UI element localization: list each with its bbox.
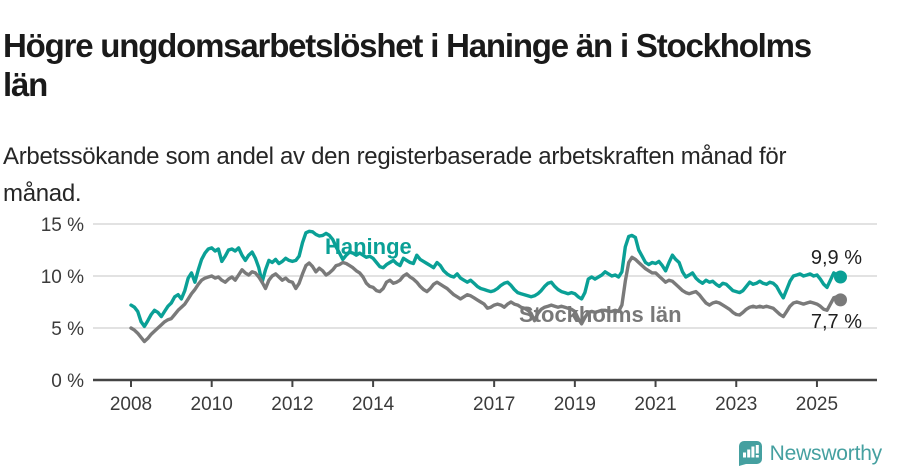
haninge-end-value-label: 9,9 % <box>811 247 862 269</box>
title-line-2: län <box>3 66 48 104</box>
newsworthy-logo-text: Newsworthy <box>769 442 883 465</box>
stockholms-lan-end-value-label: 7,7 % <box>811 311 862 333</box>
stockholms-lan-line <box>129 255 843 344</box>
haninge-line <box>129 229 843 329</box>
subtitle-line-2: månad. <box>3 180 82 207</box>
title-line-1: Högre ungdomsarbetslöshet i Haninge än i… <box>3 27 812 65</box>
bar-chart-speech-bubble-icon <box>738 441 762 466</box>
x-tick-label-2023: 2023 <box>715 394 757 415</box>
stockholms-lan-series-label: Stockholms län <box>519 302 682 327</box>
y-tick-label-0: 0 % <box>51 371 84 392</box>
page-title: Högre ungdomsarbetslöshet i Haninge än i… <box>3 26 897 104</box>
y-axis-labels: 15 % 10 % 5 % 0 % <box>41 215 84 392</box>
haninge-series-label: Haninge <box>325 234 412 259</box>
haninge-end-dot <box>834 270 847 284</box>
x-tick-label-2014: 2014 <box>352 394 395 415</box>
y-tick-label-5: 5 % <box>51 319 84 340</box>
x-tick-label-2025: 2025 <box>796 394 838 415</box>
stockholms-lan-end-dot <box>834 293 847 307</box>
gridlines <box>93 223 877 329</box>
chart-subtitle: Arbetssökande som andel av den registerb… <box>3 138 897 212</box>
series-lines <box>129 229 847 344</box>
x-tick-label-2012: 2012 <box>271 394 313 415</box>
unemployment-line-chart: 15 %10 %5 %0 % 2008 2010 2012 2014 2017 2019 2… <box>41 215 877 415</box>
x-tick-label-2017: 2017 <box>473 394 515 415</box>
subtitle-line-1: Arbetssökande som andel av den registerb… <box>3 143 787 170</box>
x-axis-ticks <box>130 380 818 387</box>
y-tick-label-15: 15 % <box>41 215 84 236</box>
x-axis-labels: 2008 2010 2012 2014 2017 2019 2021 2023 2025 <box>110 394 838 415</box>
newsworthy-branding: Newsworthy <box>736 440 882 468</box>
x-tick-label-2010: 2010 <box>191 394 233 415</box>
y-tick-label-10: 10 % <box>41 267 84 288</box>
x-tick-label-2021: 2021 <box>634 394 676 415</box>
x-tick-label-2008: 2008 <box>110 394 152 415</box>
x-tick-label-2019: 2019 <box>554 394 596 415</box>
